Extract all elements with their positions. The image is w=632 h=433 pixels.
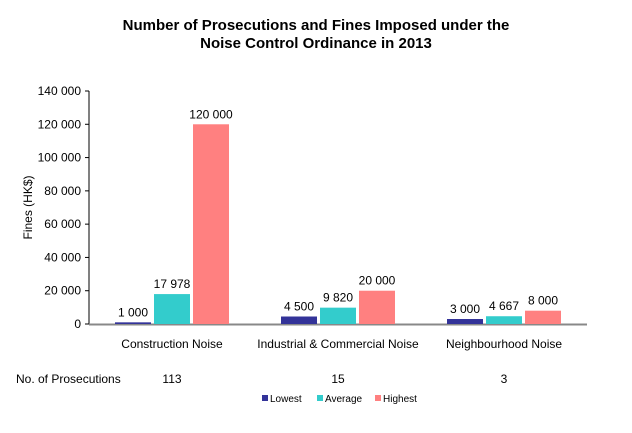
chart-title-line: Noise Control Ordinance in 2013 <box>200 35 432 52</box>
legend-label: Average <box>325 394 363 405</box>
data-label: 4 667 <box>489 299 519 313</box>
bar-average <box>486 316 522 324</box>
chart-title-line: Number of Prosecutions and Fines Imposed… <box>123 17 510 34</box>
data-label: 8 000 <box>528 294 558 308</box>
category-label: Neighbourhood Noise <box>446 337 562 351</box>
category-label: Construction Noise <box>121 337 223 351</box>
y-axis-label: Fines (HK$) <box>21 175 35 239</box>
data-label: 20 000 <box>359 274 396 288</box>
bar-lowest <box>447 319 483 324</box>
bar-lowest <box>115 322 151 324</box>
y-tick-label: 100 000 <box>38 151 82 165</box>
bar-average <box>154 294 190 324</box>
prosecutions-value: 15 <box>331 372 345 386</box>
bar-highest <box>525 310 561 324</box>
y-tick-label: 140 000 <box>38 84 82 98</box>
legend-swatch-highest <box>375 395 381 401</box>
data-label: 9 820 <box>323 291 353 305</box>
legend-swatch-average <box>317 395 323 401</box>
data-label: 1 000 <box>118 305 148 319</box>
bar-highest <box>193 124 229 325</box>
data-label: 17 978 <box>154 277 191 291</box>
legend-swatch-lowest <box>262 395 268 401</box>
prosecutions-row-label: No. of Prosecutions <box>16 372 121 386</box>
y-tick-label: 60 000 <box>44 217 81 231</box>
prosecutions-value: 3 <box>501 372 508 386</box>
y-tick-label: 20 000 <box>44 284 81 298</box>
bar-average <box>320 307 356 324</box>
y-tick-label: 80 000 <box>44 184 81 198</box>
category-label: Industrial & Commercial Noise <box>257 337 419 351</box>
legend-label: Highest <box>383 394 417 405</box>
data-label: 120 000 <box>189 107 233 121</box>
prosecutions-value: 113 <box>162 372 181 386</box>
y-tick-label: 120 000 <box>38 117 82 131</box>
bar-lowest <box>281 316 317 324</box>
data-label: 4 500 <box>284 300 314 314</box>
y-tick-label: 40 000 <box>44 250 81 264</box>
bar-highest <box>359 290 395 324</box>
y-tick-label: 0 <box>74 317 81 331</box>
data-label: 3 000 <box>450 302 480 316</box>
legend-label: Lowest <box>270 394 302 405</box>
